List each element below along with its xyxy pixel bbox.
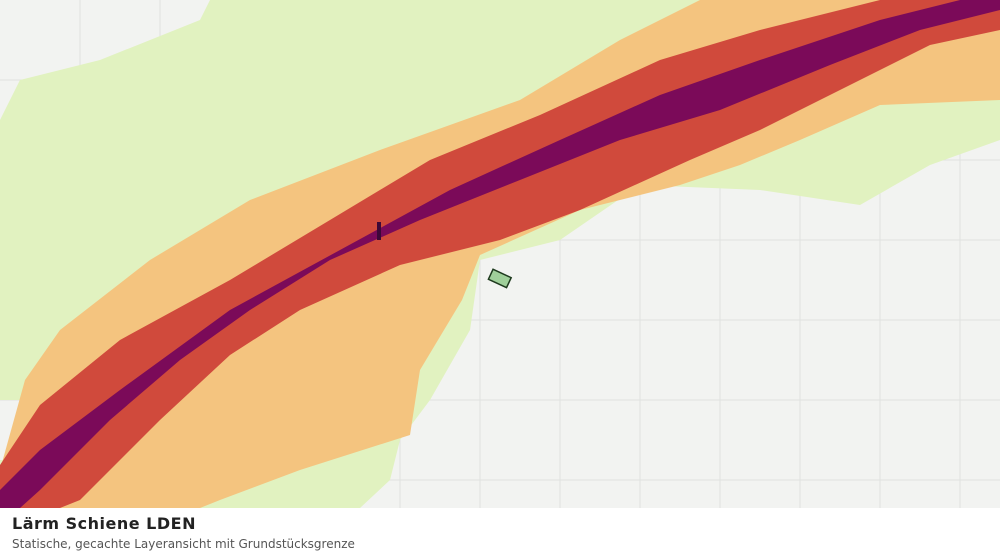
- legend-subtitle: Statische, gecachte Layeransicht mit Gru…: [12, 537, 355, 551]
- noise-zone-high: [0, 0, 1000, 508]
- legend-title: Lärm Schiene LDEN: [12, 514, 196, 533]
- noise-map: [0, 0, 1000, 508]
- parcel-boundary[interactable]: [487, 268, 513, 289]
- legend-panel: Lärm Schiene LDEN Statische, gecachte La…: [0, 508, 1000, 560]
- noise-hotspot: [377, 222, 381, 240]
